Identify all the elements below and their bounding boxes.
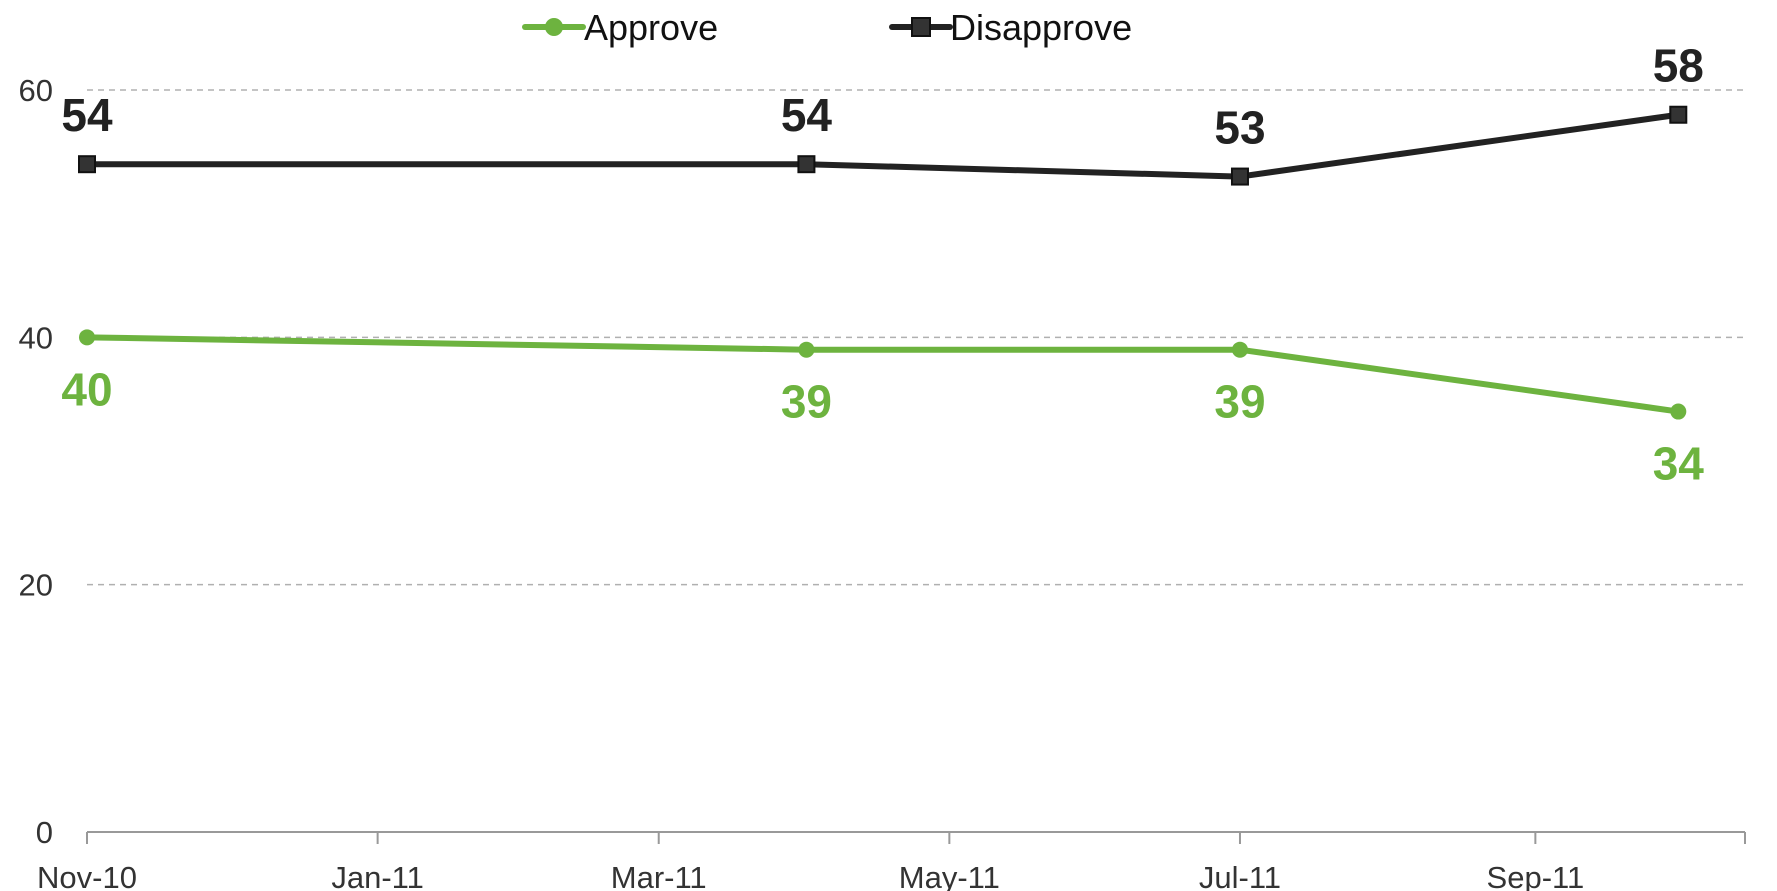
y-axis: 0 20 40 60 [19,73,53,850]
series-line-approve [84,334,1682,415]
series-line-disapprove [84,111,1682,180]
data-label: 53 [1214,102,1265,154]
data-label: 34 [1653,438,1705,490]
legend-item-disapprove: Disapprove [889,7,1132,48]
legend: Approve Disapprove [522,7,1132,48]
data-point [798,341,815,358]
data-point [797,155,816,174]
series-group: 40 39 39 34 54 54 53 58 [61,40,1704,490]
gridlines [87,89,1745,586]
x-tick-label: Sep-11 [1487,860,1585,891]
x-tick-label: Jan-11 [331,860,424,891]
data-label: 54 [61,89,113,141]
x-axis: Nov-10 Jan-11 Mar-11 May-11 Jul-11 Sep-11 [37,831,1746,891]
x-tick-label: Nov-10 [37,860,137,891]
data-label: 58 [1653,40,1704,92]
data-point [1669,105,1688,124]
data-point [78,155,96,174]
legend-label: Approve [584,7,718,48]
legend-marker [545,18,563,36]
data-label: 39 [781,376,832,428]
data-point [1670,403,1687,420]
y-tick-label: 20 [19,568,53,603]
data-point [79,329,95,346]
data-point [1231,341,1248,358]
y-tick-label: 40 [19,320,53,355]
data-label: 39 [1214,376,1265,428]
x-tick-label: Jul-11 [1199,860,1281,891]
data-point [1230,167,1249,186]
y-tick-label: 0 [36,815,53,850]
series-approve: 40 39 39 34 [61,329,1705,490]
legend-label: Disapprove [950,7,1132,48]
data-label: 54 [781,89,833,141]
series-disapprove: 54 54 53 58 [61,40,1704,186]
x-tick-label: May-11 [899,860,1000,891]
x-tick-label: Mar-11 [611,860,707,891]
y-tick-label: 60 [19,73,53,108]
legend-item-approve: Approve [522,7,718,48]
legend-marker [911,17,931,37]
data-label: 40 [61,363,112,415]
